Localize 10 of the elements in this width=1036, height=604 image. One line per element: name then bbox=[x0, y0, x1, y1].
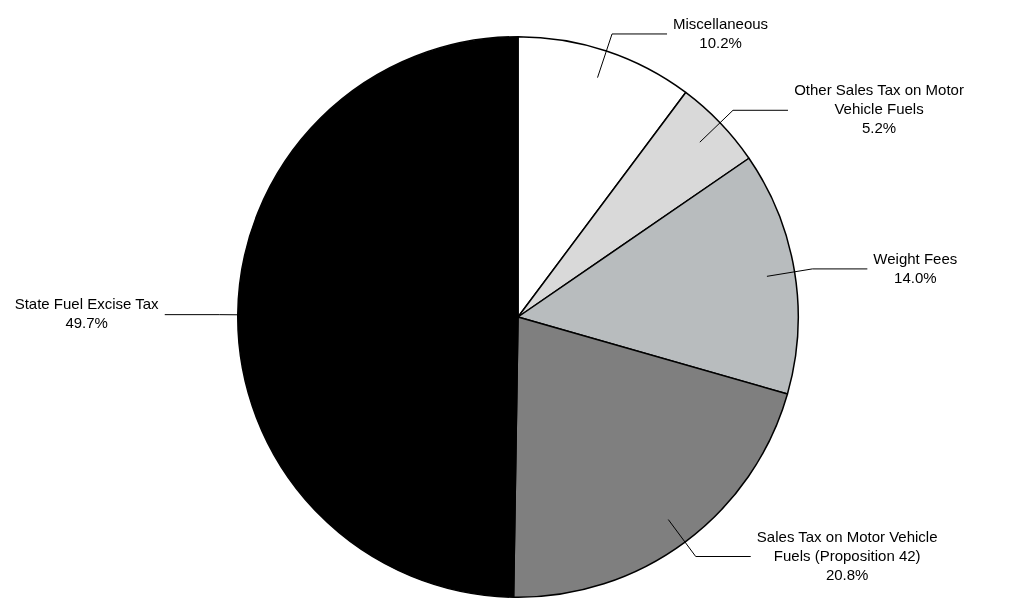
data-label: 14.0% bbox=[894, 268, 937, 286]
data-label: 10.2% bbox=[699, 33, 742, 51]
slice-label: Other Sales Tax on Motor Vehicle Fuels bbox=[794, 81, 964, 118]
data-label: 49.7% bbox=[65, 314, 108, 332]
slice-label: State Fuel Excise Tax bbox=[14, 295, 160, 313]
slice-label: Sales Tax on Motor Vehicle Fuels (Proposition 42) bbox=[756, 527, 938, 564]
data-label: 20.8% bbox=[825, 565, 869, 583]
data-label: 5.2% bbox=[861, 119, 897, 137]
slice-label: Miscellaneous bbox=[673, 14, 769, 32]
slice-label: Weight Fees bbox=[873, 249, 958, 267]
